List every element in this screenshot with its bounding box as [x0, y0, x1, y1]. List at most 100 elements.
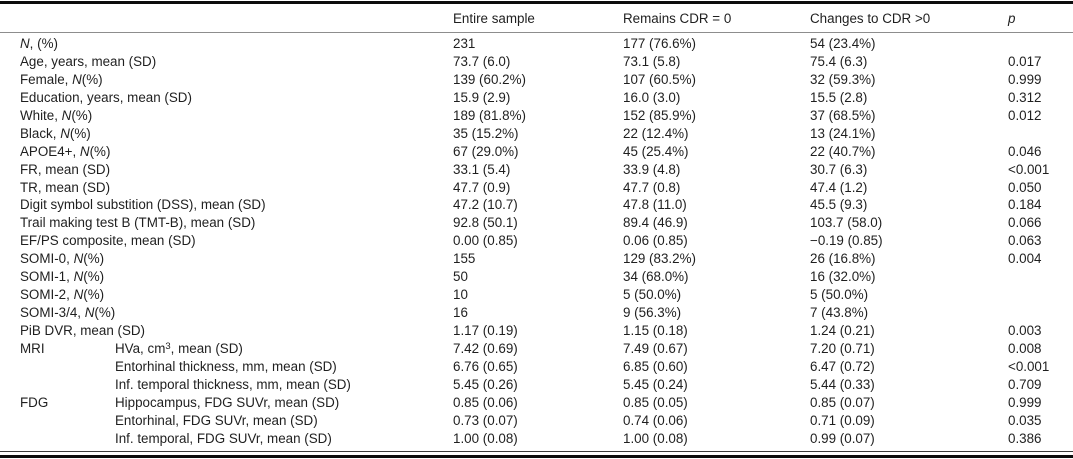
cell-p-value: 0.999 [1008, 71, 1042, 87]
row-label-text: Entorhinal thickness, mm, mean (SD) [115, 358, 337, 374]
row-label-suffix: (%) [83, 269, 105, 285]
cell-p-value: 0.035 [1008, 412, 1042, 428]
row-label: Digit symbol substition (DSS), mean (SD) [20, 196, 453, 214]
row-label-italic-n: N [20, 36, 30, 51]
row-label-suffix: (%) [81, 71, 103, 87]
table-row: FR, mean (SD) 33.1 (5.4) 33.9 (4.8) 30.7… [0, 161, 1073, 179]
table-bottom-thin-rule [0, 450, 1073, 452]
cell-entire-sample: 92.8 (50.1) [453, 215, 518, 231]
row-label-text: SOMI-3/4, [20, 305, 85, 321]
row-label: White, N(%) [20, 107, 453, 125]
row-label-text: EF/PS composite, mean (SD) [20, 233, 196, 249]
cell-entire-sample: 33.1 (5.4) [453, 161, 511, 177]
table-row: Digit symbol substition (DSS), mean (SD)… [0, 196, 1073, 214]
cell-p-value: 0.003 [1008, 323, 1042, 338]
table-row: Inf. temporal, FDG SUVr, mean (SD) 1.00 … [0, 430, 1073, 448]
row-group-label: FDG [20, 394, 49, 410]
cell-changes-cdr: −0.19 (0.85) [810, 233, 883, 249]
cell-changes-cdr: 30.7 (6.3) [810, 161, 868, 177]
cell-entire-sample: 47.2 (10.7) [453, 197, 518, 213]
table-row: FDG Hippocampus, FDG SUVr, mean (SD) 0.8… [0, 394, 1073, 412]
row-label-italic-n: N [84, 305, 95, 321]
cell-changes-cdr: 16 (32.0%) [810, 269, 876, 285]
row-label-text: Black, [20, 125, 61, 141]
table-row: SOMI-3/4, N(%) 16 9 (56.3%) 7 (43.8%) [0, 304, 1073, 322]
cell-entire-sample: 16 [453, 305, 468, 321]
row-label: EF/PS composite, mean (SD) [20, 232, 453, 250]
cell-remains-cdr0: 7.49 (0.67) [623, 340, 688, 356]
row-label-text: HVa, cm [115, 340, 166, 356]
cell-remains-cdr0: 129 (83.2%) [623, 251, 696, 267]
row-label: Inf. temporal thickness, mm, mean (SD) [115, 376, 453, 394]
row-label: Hippocampus, FDG SUVr, mean (SD) [115, 394, 453, 412]
row-label-text: Trail making test B (TMT-B), mean (SD) [20, 215, 256, 231]
cell-p-value: 0.312 [1008, 89, 1042, 105]
cell-entire-sample: 47.7 (0.9) [453, 179, 511, 195]
cell-entire-sample: 139 (60.2%) [453, 71, 526, 87]
cell-p-value: 0.063 [1008, 233, 1042, 249]
row-label-text: SOMI-0, [20, 251, 74, 267]
row-label: SOMI-3/4, N(%) [20, 304, 453, 322]
row-label-suffix: , mean (SD) [170, 340, 243, 356]
cell-p-value: 0.046 [1008, 143, 1042, 159]
row-label-text: Hippocampus, FDG SUVr, mean (SD) [115, 394, 340, 410]
table-row: Entorhinal, FDG SUVr, mean (SD) 0.73 (0.… [0, 412, 1073, 430]
cell-changes-cdr: 0.85 (0.07) [810, 394, 875, 410]
table-header-row: Entire sample Remains CDR = 0 Changes to… [0, 4, 1073, 32]
row-label: APOE4+, N(%) [20, 143, 453, 161]
cell-remains-cdr0: 89.4 (46.9) [623, 215, 688, 231]
cell-remains-cdr0: 177 (76.6%) [623, 36, 696, 51]
cell-p-value: 0.184 [1008, 197, 1042, 213]
cell-changes-cdr: 37 (68.5%) [810, 107, 876, 123]
cell-remains-cdr0: 5 (50.0%) [623, 287, 682, 303]
row-label: SOMI-0, N(%) [20, 250, 453, 268]
row-label-suffix: (%) [69, 125, 91, 141]
cell-changes-cdr: 7.20 (0.71) [810, 340, 875, 356]
cell-entire-sample: 35 (15.2%) [453, 125, 519, 141]
cell-entire-sample: 10 [453, 287, 468, 303]
cell-entire-sample: 0.73 (0.07) [453, 412, 518, 428]
row-label-text: FR, mean (SD) [20, 161, 111, 177]
row-label-suffix: (%) [83, 287, 105, 303]
row-label-suffix: (%) [83, 251, 105, 267]
row-label-suffix: , (%) [29, 36, 58, 51]
table-body: N, (%) 231 177 (76.6%) 54 (23.4%) Age, y… [0, 33, 1073, 448]
cell-p-value: 0.066 [1008, 215, 1042, 231]
row-label-suffix: (%) [89, 143, 111, 159]
table-row: SOMI-1, N(%) 50 34 (68.0%) 16 (32.0%) [0, 268, 1073, 286]
row-label: Age, years, mean (SD) [20, 53, 453, 71]
row-label-text: Education, years, mean (SD) [20, 89, 192, 105]
cell-remains-cdr0: 6.85 (0.60) [623, 358, 688, 374]
row-label: Entorhinal, FDG SUVr, mean (SD) [115, 412, 453, 430]
cell-changes-cdr: 47.4 (1.2) [810, 179, 868, 195]
cell-changes-cdr: 13 (24.1%) [810, 125, 876, 141]
cell-entire-sample: 5.45 (0.26) [453, 376, 518, 392]
cell-entire-sample: 73.7 (6.0) [453, 53, 511, 69]
cell-p-value: <0.001 [1008, 358, 1050, 374]
cell-changes-cdr: 6.47 (0.72) [810, 358, 875, 374]
row-label-suffix: (%) [94, 305, 116, 321]
cell-p-value: <0.001 [1008, 161, 1050, 177]
cell-entire-sample: 0.85 (0.06) [453, 394, 518, 410]
cell-entire-sample: 7.42 (0.69) [453, 340, 518, 356]
cell-changes-cdr: 0.99 (0.07) [810, 430, 875, 446]
row-label-italic-n: N [73, 287, 84, 303]
cell-remains-cdr0: 34 (68.0%) [623, 269, 689, 285]
row-label: N, (%) [20, 35, 453, 53]
table-row: SOMI-0, N(%) 155 129 (83.2%) 26 (16.8%) … [0, 250, 1073, 268]
row-label: SOMI-2, N(%) [20, 286, 453, 304]
row-label-italic-n: N [79, 143, 90, 159]
row-label-text: Digit symbol substition (DSS), mean (SD) [20, 197, 266, 213]
cell-changes-cdr: 5 (50.0%) [810, 287, 869, 303]
row-label-suffix: (%) [71, 107, 93, 123]
cell-p-value: 0.017 [1008, 53, 1042, 69]
table-row: Black, N(%) 35 (15.2%) 22 (12.4%) 13 (24… [0, 125, 1073, 143]
row-label-text: Entorhinal, FDG SUVr, mean (SD) [115, 412, 318, 428]
cell-entire-sample: 155 [453, 251, 476, 267]
cell-remains-cdr0: 16.0 (3.0) [623, 89, 681, 105]
cell-entire-sample: 50 [453, 269, 468, 285]
row-label: Black, N(%) [20, 125, 453, 143]
table-row: Age, years, mean (SD) 73.7 (6.0) 73.1 (5… [0, 53, 1073, 71]
cell-remains-cdr0: 1.15 (0.18) [623, 323, 688, 338]
cell-remains-cdr0: 0.85 (0.05) [623, 394, 688, 410]
